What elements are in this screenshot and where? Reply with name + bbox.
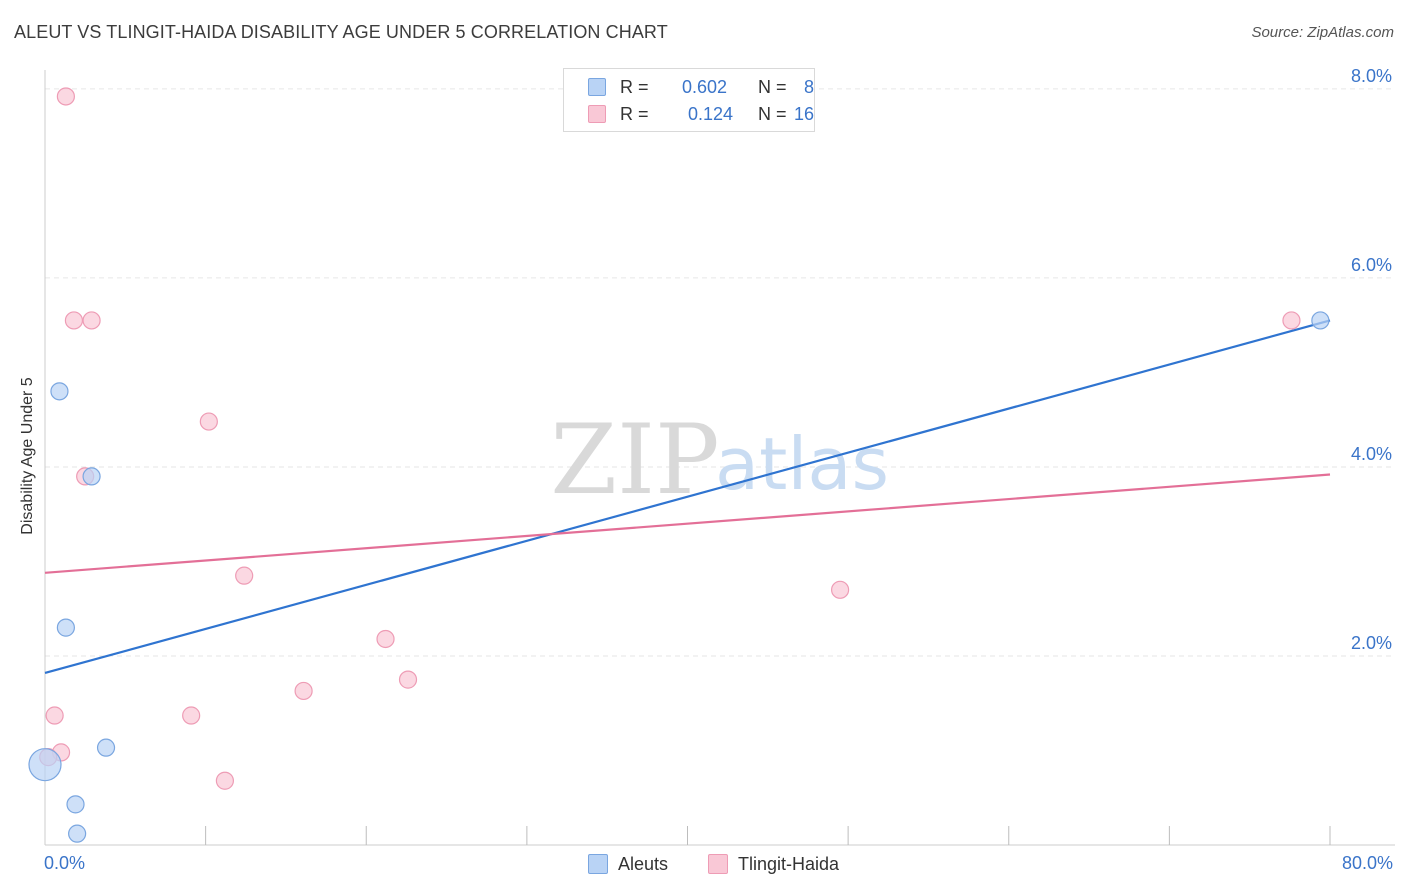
y-tick-label: 6.0% <box>1351 255 1392 275</box>
legend-aleuts-swatch <box>588 854 608 874</box>
axes <box>44 70 1395 846</box>
data-points <box>28 87 1330 843</box>
tlingit-haida-point <box>82 311 101 330</box>
legend-tlingit-haida-swatch <box>708 854 728 874</box>
tlingit-haida-point <box>1282 311 1301 330</box>
aleuts-point <box>68 824 87 843</box>
tlingit-haida-point <box>199 412 218 431</box>
grid-lines <box>45 88 1395 657</box>
aleuts-trend-line <box>44 319 1331 675</box>
aleuts-r-label: R = <box>620 77 649 97</box>
aleuts-n-value: 8 <box>804 77 815 97</box>
tlingit-haida-point <box>64 311 84 330</box>
aleuts-point <box>82 467 101 486</box>
legend-item-tlingit-haida: Tlingit-Haida <box>708 852 839 876</box>
tick-labels: 2.0% 4.0% 6.0% 8.0% 0.0% 80.0% <box>44 66 1393 873</box>
tlingit-haida-n-label: N = <box>758 104 787 124</box>
tlingit-haida-n-value: 16 <box>794 104 815 124</box>
watermark: ZIP atlas <box>550 404 889 516</box>
aleuts-r-value: 0.602 <box>682 77 728 97</box>
legend-tlingit-haida-label: Tlingit-Haida <box>738 854 840 874</box>
x-tick-label-min: 0.0% <box>44 853 85 873</box>
legend-item-aleuts: Aleuts <box>588 852 668 876</box>
tlingit-haida-point <box>294 681 313 701</box>
tlingit-haida-point <box>398 670 418 689</box>
aleuts-point <box>56 618 75 637</box>
aleuts-swatch <box>588 78 606 96</box>
watermark-zip: ZIP <box>550 404 719 516</box>
source-label: Source: ZipAtlas.com <box>1251 24 1394 41</box>
tlingit-haida-swatch <box>588 105 606 123</box>
tlingit-haida-point <box>215 771 234 790</box>
chart-title: ALEUT VS TLINGIT-HAIDA DISABILITY AGE UN… <box>14 22 668 42</box>
aleuts-point <box>28 748 62 782</box>
trend-lines <box>44 319 1331 675</box>
y-tick-label: 2.0% <box>1351 633 1392 653</box>
x-tick-label-max: 80.0% <box>1342 853 1393 873</box>
aleuts-n-label: N = <box>758 77 787 97</box>
tlingit-haida-r-label: R = <box>620 104 649 124</box>
tlingit-haida-trend-line <box>44 473 1331 574</box>
tlingit-haida-point <box>182 706 201 725</box>
tlingit-haida-point <box>376 629 395 649</box>
tlingit-haida-point <box>45 706 64 725</box>
tlingit-haida-point <box>235 566 254 585</box>
aleuts-point <box>96 738 116 757</box>
y-tick-label: 8.0% <box>1351 66 1392 86</box>
aleuts-point <box>66 795 85 814</box>
tlingit-haida-point <box>830 580 850 599</box>
legend-aleuts-label: Aleuts <box>618 854 669 874</box>
y-tick-label: 4.0% <box>1351 444 1392 464</box>
watermark-atlas: atlas <box>715 422 889 506</box>
tlingit-haida-r-value: 0.124 <box>688 104 734 124</box>
aleuts-point <box>50 382 69 401</box>
tlingit-haida-point <box>56 87 75 106</box>
stats-legend: R = 0.602 N = 8 R = 0.124 N = 16 <box>563 68 815 132</box>
aleuts-point <box>1311 311 1330 330</box>
